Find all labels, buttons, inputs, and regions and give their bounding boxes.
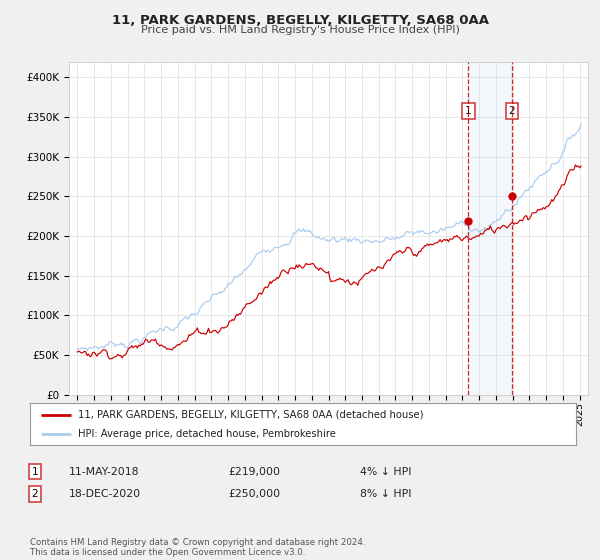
Text: 1: 1 (31, 466, 38, 477)
Text: 18-DEC-2020: 18-DEC-2020 (69, 489, 141, 499)
Text: HPI: Average price, detached house, Pembrokeshire: HPI: Average price, detached house, Pemb… (78, 429, 336, 439)
Text: 11, PARK GARDENS, BEGELLY, KILGETTY, SA68 0AA: 11, PARK GARDENS, BEGELLY, KILGETTY, SA6… (112, 14, 488, 27)
Text: 2: 2 (31, 489, 38, 499)
Text: Price paid vs. HM Land Registry's House Price Index (HPI): Price paid vs. HM Land Registry's House … (140, 25, 460, 35)
Text: Contains HM Land Registry data © Crown copyright and database right 2024.
This d: Contains HM Land Registry data © Crown c… (30, 538, 365, 557)
Text: 11, PARK GARDENS, BEGELLY, KILGETTY, SA68 0AA (detached house): 11, PARK GARDENS, BEGELLY, KILGETTY, SA6… (78, 409, 424, 419)
Text: £250,000: £250,000 (228, 489, 280, 499)
Bar (469, 62, 512, 395)
Text: 4% ↓ HPI: 4% ↓ HPI (360, 466, 412, 477)
Text: 8% ↓ HPI: 8% ↓ HPI (360, 489, 412, 499)
Text: 1: 1 (465, 106, 472, 116)
Text: 11-MAY-2018: 11-MAY-2018 (69, 466, 139, 477)
Text: £219,000: £219,000 (228, 466, 280, 477)
Text: 2: 2 (509, 106, 515, 116)
